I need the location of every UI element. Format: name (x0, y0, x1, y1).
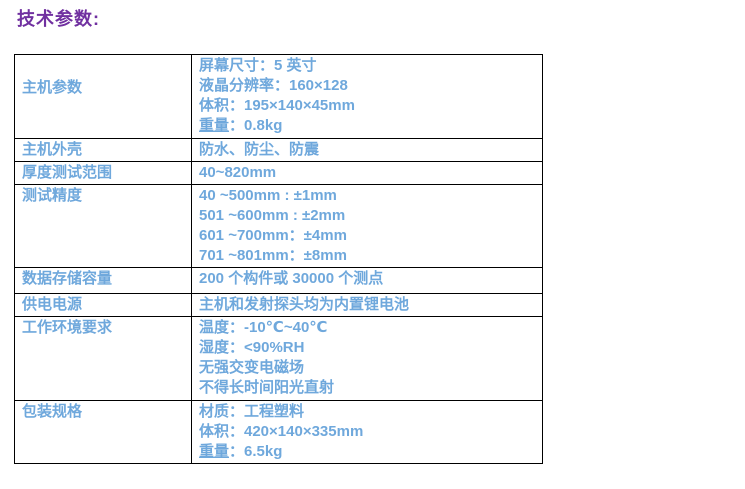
table-row-packaging-specs: 包装规格 材质：工程塑料 体积：420×140×335mm 重量：6.5kg (14, 400, 543, 464)
spec-value: 材质：工程塑料 体积：420×140×335mm 重量：6.5kg (191, 400, 543, 464)
term-value: ：6.5kg (229, 443, 283, 460)
spec-value-line: 体积：420×140×335mm (199, 423, 364, 440)
table-row-power-supply: 供电电源 主机和发射探头均为内置锂电池 (14, 293, 543, 317)
spec-value-line: 温度：-10℃~40℃ (199, 319, 328, 336)
spec-value-line: 601 ~700mm：±4mm (199, 227, 347, 244)
spec-value-line: 无强交变电磁场 (199, 359, 305, 376)
spec-label: 测试精度 (14, 184, 192, 268)
spec-value-line: 材质：工程塑料 (199, 403, 305, 420)
table-row-data-storage-capacity: 数据存储容量 200 个构件或 30000 个测点 (14, 267, 543, 294)
spec-label: 供电电源 (14, 293, 192, 317)
spec-value-line: 不得长时间阳光直射 (199, 379, 335, 396)
spec-value: 屏幕尺寸：5 英寸 液晶分辨率：160×128 体积：195×140×45mm … (191, 54, 543, 139)
spec-value-line: 200 个构件或 30000 个测点 (199, 270, 384, 287)
spec-label: 厚度测试范围 (14, 161, 192, 185)
spec-value-line: 屏幕尺寸：5 英寸 (199, 57, 317, 74)
spec-label: 工作环境要求 (14, 316, 192, 401)
table-row-working-environment: 工作环境要求 温度：-10℃~40℃ 湿度：<90%RH 无强交变电磁场 不得长… (14, 316, 543, 401)
spec-value: 防水、防尘、防震 (191, 138, 543, 162)
spec-value: 40 ~500mm : ±1mm 501 ~600mm : ±2mm 601 ~… (191, 184, 543, 268)
spec-value: 主机和发射探头均为内置锂电池 (191, 293, 543, 317)
spec-value-line: 体积：195×140×45mm (199, 97, 355, 114)
page-title: 技术参数: (17, 9, 100, 29)
spec-label: 主机参数 (14, 54, 192, 139)
spec-value-line: 湿度：<90%RH (199, 339, 305, 356)
underlined-term: 重量 (199, 443, 230, 460)
spec-value-line: 40 ~500mm : ±1mm (199, 187, 337, 204)
table-row-thickness-test-range: 厚度测试范围 40~820mm (14, 161, 543, 185)
spec-value-line: 40~820mm (199, 164, 277, 181)
spec-value-line: 701 ~801mm：±8mm (199, 247, 347, 264)
table-row-test-accuracy: 测试精度 40 ~500mm : ±1mm 501 ~600mm : ±2mm … (14, 184, 543, 268)
spec-label: 主机外壳 (14, 138, 192, 162)
spec-label: 包装规格 (14, 400, 192, 464)
spec-table: 主机参数 屏幕尺寸：5 英寸 液晶分辨率：160×128 体积：195×140×… (14, 54, 543, 464)
spec-value: 温度：-10℃~40℃ 湿度：<90%RH 无强交变电磁场 不得长时间阳光直射 (191, 316, 543, 401)
spec-value: 40~820mm (191, 161, 543, 185)
table-row-main-unit-parameters: 主机参数 屏幕尺寸：5 英寸 液晶分辨率：160×128 体积：195×140×… (14, 54, 543, 139)
spec-label: 数据存储容量 (14, 267, 192, 294)
spec-value-line: 防水、防尘、防震 (199, 141, 320, 158)
table-row-main-unit-casing: 主机外壳 防水、防尘、防震 (14, 138, 543, 162)
spec-value-line: 501 ~600mm : ±2mm (199, 207, 346, 224)
spec-value: 200 个构件或 30000 个测点 (191, 267, 543, 294)
spec-value-line: 主机和发射探头均为内置锂电池 (199, 296, 410, 313)
spec-value-line: 重量：0.8kg (199, 116, 536, 136)
term-value: ：0.8kg (229, 117, 283, 134)
spec-value-line: 重量：6.5kg (199, 442, 536, 462)
spec-value-line: 液晶分辨率：160×128 (199, 77, 348, 94)
underlined-term: 重量 (199, 117, 230, 134)
